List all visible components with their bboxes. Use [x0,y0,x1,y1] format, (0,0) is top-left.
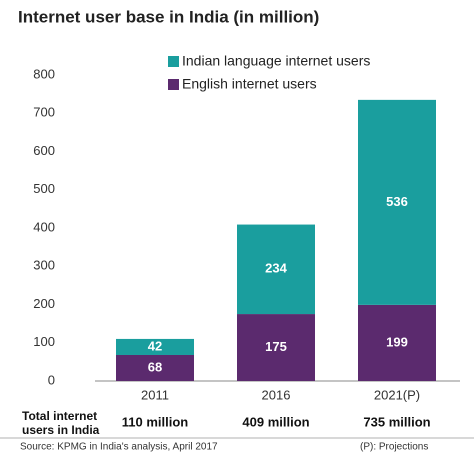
data-label: 42 [148,338,162,353]
total-label: 735 million [363,414,430,429]
y-tick-label: 400 [33,219,55,234]
y-tick-label: 500 [33,181,55,196]
legend-label: Indian language internet users [182,53,370,69]
x-tick-label: 2011 [141,387,169,402]
source: Source: KPMG in India's analysis, April … [20,442,218,453]
data-label: 68 [148,359,162,374]
x-tick-label: 2021(P) [374,387,420,402]
data-label: 175 [265,339,287,354]
data-label: 199 [386,334,408,349]
data-label: 536 [386,194,408,209]
bar-segment [237,314,315,381]
bar-segment [116,354,194,381]
note: (P): Projections [360,442,428,453]
y-tick-label: 600 [33,143,55,158]
total-label: 409 million [242,414,309,429]
chart-title: Internet user base in India (in million) [18,7,319,26]
data-label: 234 [265,261,287,276]
bar-segment [358,99,436,305]
legend-swatch [168,79,179,90]
y-tick-label: 700 [33,105,55,120]
bar-segment [237,224,315,315]
y-tick-label: 300 [33,258,55,273]
total-label: 110 million [122,414,189,429]
y-tick-label: 800 [33,66,55,81]
y-tick-label: 200 [33,296,55,311]
bar-segment [116,338,194,355]
y-tick-label: 0 [48,372,55,387]
y-tick-label: 100 [33,334,55,349]
legend-swatch [168,56,179,67]
totals-label: Total internet users in India [22,409,100,437]
legend-label: English internet users [182,76,317,92]
x-tick-label: 2016 [262,387,291,402]
bar-segment [358,304,436,381]
